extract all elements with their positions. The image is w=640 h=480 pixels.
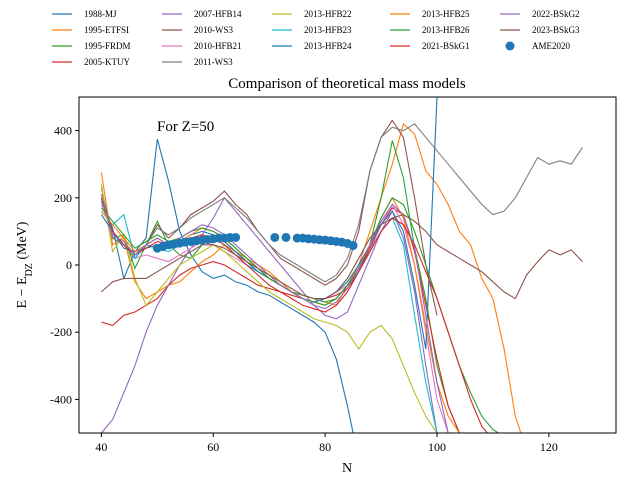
legend-label: 2011-WS3 bbox=[194, 57, 233, 67]
series-line bbox=[100, 122, 522, 433]
series-line bbox=[100, 97, 438, 350]
legend-label: 2013-HFB22 bbox=[304, 9, 352, 19]
axis-ticks: 40 60 80 100 120 -400 -200 0 200 400 bbox=[50, 124, 558, 454]
legend-label: 2013-HFB23 bbox=[304, 25, 352, 35]
legend-label: 2010-HFB21 bbox=[194, 41, 242, 51]
x-tick-label: 40 bbox=[95, 440, 107, 454]
y-tick-label: -200 bbox=[50, 325, 72, 339]
y-tick-label: 0 bbox=[66, 258, 72, 272]
x-tick-label: 100 bbox=[428, 440, 446, 454]
y-axis-label: E − EDZ (MeV) bbox=[15, 221, 35, 308]
series-line bbox=[100, 184, 438, 433]
series-line bbox=[100, 140, 460, 433]
series-line bbox=[100, 194, 449, 433]
scatter-point bbox=[281, 232, 291, 242]
legend-label: 1995-FRDM bbox=[84, 41, 131, 51]
legend-label: 2021-BSkG1 bbox=[422, 41, 470, 51]
x-tick-label: 120 bbox=[540, 440, 558, 454]
scatter-point bbox=[231, 232, 241, 242]
x-tick-label: 80 bbox=[319, 440, 331, 454]
legend-label: AME2020 bbox=[532, 41, 570, 51]
annotation-label: For Z=50 bbox=[157, 119, 214, 135]
legend-label: 2005-KTUY bbox=[84, 57, 130, 67]
x-axis-label: N bbox=[342, 461, 352, 476]
series-line bbox=[100, 197, 499, 433]
series-line bbox=[100, 123, 583, 283]
chart-title: Comparison of theoretical mass models bbox=[228, 76, 466, 92]
y-tick-label: 400 bbox=[54, 124, 72, 138]
y-tick-label: -400 bbox=[50, 392, 72, 406]
y-tick-label: 200 bbox=[54, 191, 72, 205]
legend: 1988-MJ 1995-ETFSI 1995-FRDM 2005-KTUY 2007-… bbox=[52, 9, 580, 67]
legend-label: 1995-ETFSI bbox=[84, 25, 129, 35]
scatter-point bbox=[270, 232, 280, 242]
x-tick-label: 60 bbox=[207, 440, 219, 454]
legend-label: 2013-HFB24 bbox=[304, 41, 352, 51]
legend-label: 2013-HFB25 bbox=[422, 9, 470, 19]
legend-label: 2013-HFB26 bbox=[422, 25, 470, 35]
legend-label: 2022-BSkG2 bbox=[532, 9, 580, 19]
legend-label: 2007-HFB14 bbox=[194, 9, 242, 19]
legend-label: 2023-BSkG3 bbox=[532, 25, 580, 35]
series-line bbox=[100, 138, 354, 433]
series-line bbox=[101, 214, 583, 300]
legend-label: 1988-MJ bbox=[84, 9, 117, 19]
plot-frame bbox=[78, 96, 617, 434]
series-layer bbox=[100, 97, 583, 433]
scatter-point bbox=[348, 241, 358, 251]
legend-marker bbox=[505, 41, 515, 51]
legend-label: 2010-WS3 bbox=[194, 25, 233, 35]
